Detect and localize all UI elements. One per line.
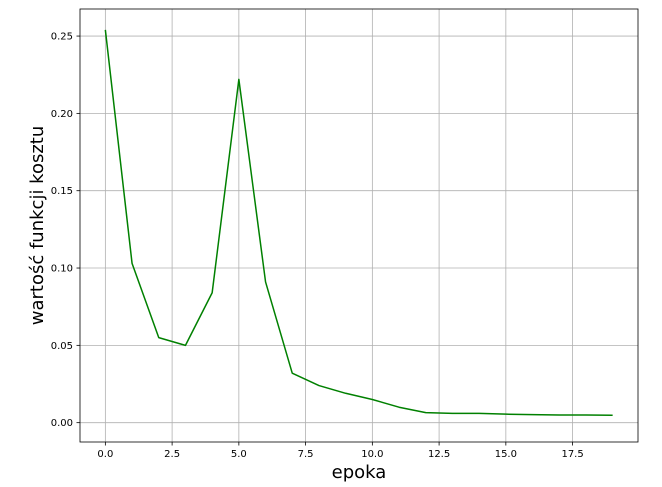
x-tick-label: 0.0	[97, 449, 113, 460]
y-tick-label: 0.10	[51, 264, 73, 275]
y-axis-label: wartość funkcji kosztu	[27, 126, 48, 326]
ticks: 0.0 2.5 5.0 7.5 10.0 12.5 15.0 17.5 0.00 0.05 0.10…	[51, 32, 584, 460]
x-tick-label: 5.0	[231, 449, 247, 460]
x-tick-label: 17.5	[561, 449, 583, 460]
series-layer	[104, 29, 613, 416]
grid	[80, 9, 638, 442]
x-axis-label: epoka	[332, 462, 387, 483]
y-tick-label: 0.25	[51, 32, 73, 43]
plot-frame	[79, 8, 639, 443]
x-tick-label: 10.0	[361, 449, 383, 460]
x-tick-label: 7.5	[298, 449, 314, 460]
x-tick-label: 12.5	[428, 449, 450, 460]
y-tick-label: 0.20	[51, 109, 73, 120]
x-tick-label: 2.5	[164, 449, 180, 460]
y-tick-label: 0.05	[51, 341, 73, 352]
y-tick-label: 0.15	[51, 186, 73, 197]
y-tick-label: 0.00	[51, 418, 73, 429]
x-tick-label: 15.0	[495, 449, 517, 460]
series-line	[104, 29, 613, 416]
